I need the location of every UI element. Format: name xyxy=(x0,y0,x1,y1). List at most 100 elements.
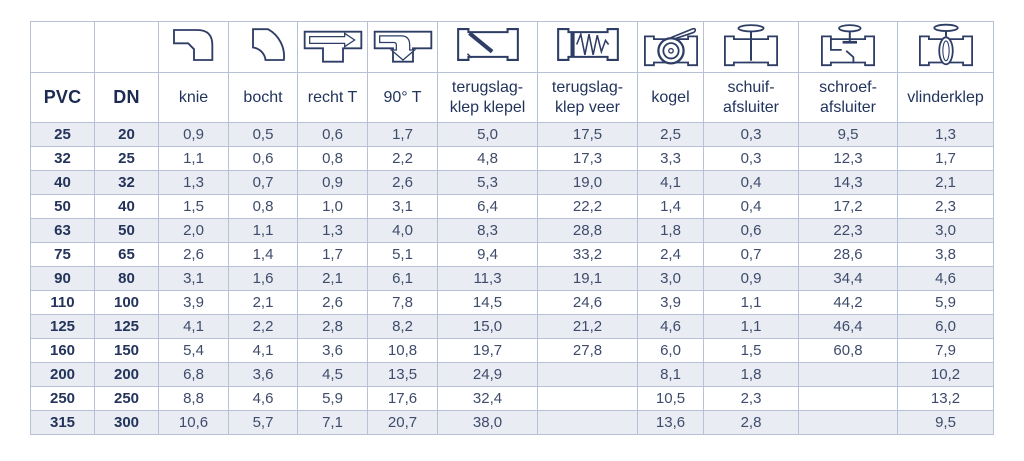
table-row: 75 65 2,6 1,4 1,7 5,1 9,4 33,2 2,4 0,7 28,6 3,8 xyxy=(30,242,994,267)
value-cell: 1,8 xyxy=(637,218,704,243)
value-cell: 7,9 xyxy=(897,338,994,363)
size-cell: 40 xyxy=(30,170,95,195)
value-cell: 1,0 xyxy=(297,194,368,219)
value-cell: 2,1 xyxy=(297,266,368,291)
value-cell: 5,9 xyxy=(297,386,368,411)
size-cell: 90 xyxy=(30,266,95,291)
column-header-dn: DN xyxy=(94,72,159,123)
table-body: 25 20 0,9 0,5 0,6 1,7 5,0 17,5 2,5 0,3 9,5 1,3 32 25 1… xyxy=(30,122,994,435)
value-cell xyxy=(537,410,638,435)
value-cell: 4,6 xyxy=(228,386,298,411)
size-cell: 32 xyxy=(30,146,95,171)
value-cell: 2,8 xyxy=(297,314,368,339)
value-cell: 0,9 xyxy=(297,170,368,195)
value-cell: 2,2 xyxy=(228,314,298,339)
value-cell: 1,5 xyxy=(158,194,229,219)
value-cell: 6,4 xyxy=(437,194,538,219)
value-cell: 3,0 xyxy=(637,266,704,291)
value-cell: 19,0 xyxy=(537,170,638,195)
value-cell: 8,2 xyxy=(367,314,438,339)
value-cell: 2,6 xyxy=(367,170,438,195)
value-cell xyxy=(537,386,638,411)
table-row: 63 50 2,0 1,1 1,3 4,0 8,3 28,8 1,8 0,6 22,3 3,0 xyxy=(30,218,994,243)
value-cell: 17,3 xyxy=(537,146,638,171)
value-cell: 44,2 xyxy=(798,290,898,315)
value-cell: 7,8 xyxy=(367,290,438,315)
value-cell: 1,1 xyxy=(703,314,799,339)
column-header-bocht: bocht xyxy=(228,72,298,123)
value-cell: 5,9 xyxy=(897,290,994,315)
value-cell: 33,2 xyxy=(537,242,638,267)
value-cell: 28,6 xyxy=(798,242,898,267)
value-cell: 10,6 xyxy=(158,410,229,435)
value-cell: 3,8 xyxy=(897,242,994,267)
value-cell: 2,1 xyxy=(228,290,298,315)
value-cell: 2,1 xyxy=(897,170,994,195)
value-cell: 9,5 xyxy=(897,410,994,435)
value-cell: 7,1 xyxy=(297,410,368,435)
gate-valve-icon xyxy=(722,23,780,68)
table-row: 40 32 1,3 0,7 0,9 2,6 5,3 19,0 4,1 0,4 14,3 2,1 xyxy=(30,170,994,195)
value-cell: 2,0 xyxy=(158,218,229,243)
value-cell: 3,3 xyxy=(637,146,704,171)
value-cell: 0,6 xyxy=(228,146,298,171)
value-cell: 21,2 xyxy=(537,314,638,339)
value-cell: 6,0 xyxy=(897,314,994,339)
value-cell xyxy=(798,410,898,435)
pvc-pressure-loss-table: PVC DN knie bocht recht T 90° T terugsla… xyxy=(30,21,994,435)
value-cell: 6,1 xyxy=(367,266,438,291)
value-cell: 24,6 xyxy=(537,290,638,315)
value-cell: 19,7 xyxy=(437,338,538,363)
value-cell: 8,8 xyxy=(158,386,229,411)
value-cell: 0,4 xyxy=(703,194,799,219)
value-cell: 1,3 xyxy=(158,170,229,195)
straight-tee-icon xyxy=(301,25,365,65)
icon-header-row xyxy=(30,21,994,73)
value-cell: 46,4 xyxy=(798,314,898,339)
value-cell: 17,6 xyxy=(367,386,438,411)
value-cell: 4,0 xyxy=(367,218,438,243)
column-header-recht-t: recht T xyxy=(297,72,368,123)
value-cell: 4,5 xyxy=(297,362,368,387)
value-cell: 22,2 xyxy=(537,194,638,219)
size-cell: 300 xyxy=(94,410,159,435)
value-cell: 2,8 xyxy=(703,410,799,435)
size-cell: 80 xyxy=(94,266,159,291)
value-cell: 34,4 xyxy=(798,266,898,291)
value-cell: 24,9 xyxy=(437,362,538,387)
value-cell: 12,3 xyxy=(798,146,898,171)
value-cell: 0,4 xyxy=(703,170,799,195)
size-cell: 110 xyxy=(30,290,95,315)
value-cell: 11,3 xyxy=(437,266,538,291)
value-cell: 2,2 xyxy=(367,146,438,171)
value-cell: 0,7 xyxy=(228,170,298,195)
column-header-schuifafsluiter: schuif- afsluiter xyxy=(703,72,799,123)
value-cell: 14,5 xyxy=(437,290,538,315)
value-cell: 2,3 xyxy=(897,194,994,219)
value-cell: 4,1 xyxy=(637,170,704,195)
value-cell: 3,1 xyxy=(158,266,229,291)
value-cell: 2,4 xyxy=(637,242,704,267)
value-cell: 3,9 xyxy=(637,290,704,315)
check-valve-spring-icon xyxy=(555,27,621,62)
size-cell: 75 xyxy=(30,242,95,267)
column-header-pvc: PVC xyxy=(30,72,95,123)
value-cell: 38,0 xyxy=(437,410,538,435)
value-cell: 0,7 xyxy=(703,242,799,267)
value-cell: 1,8 xyxy=(703,362,799,387)
value-cell: 27,8 xyxy=(537,338,638,363)
value-cell: 9,5 xyxy=(798,122,898,147)
size-cell: 100 xyxy=(94,290,159,315)
value-cell: 5,0 xyxy=(437,122,538,147)
value-cell: 2,6 xyxy=(158,242,229,267)
value-cell: 0,5 xyxy=(228,122,298,147)
ball-valve-icon xyxy=(642,23,700,68)
value-cell: 1,4 xyxy=(228,242,298,267)
value-cell: 5,1 xyxy=(367,242,438,267)
value-cell: 3,1 xyxy=(367,194,438,219)
value-cell: 6,8 xyxy=(158,362,229,387)
globe-valve-icon xyxy=(819,23,877,68)
column-header-kogel: kogel xyxy=(637,72,704,123)
table-row: 160 150 5,4 4,1 3,6 10,8 19,7 27,8 6,0 1,5 60,8 7,9 xyxy=(30,338,994,363)
value-cell: 8,1 xyxy=(637,362,704,387)
